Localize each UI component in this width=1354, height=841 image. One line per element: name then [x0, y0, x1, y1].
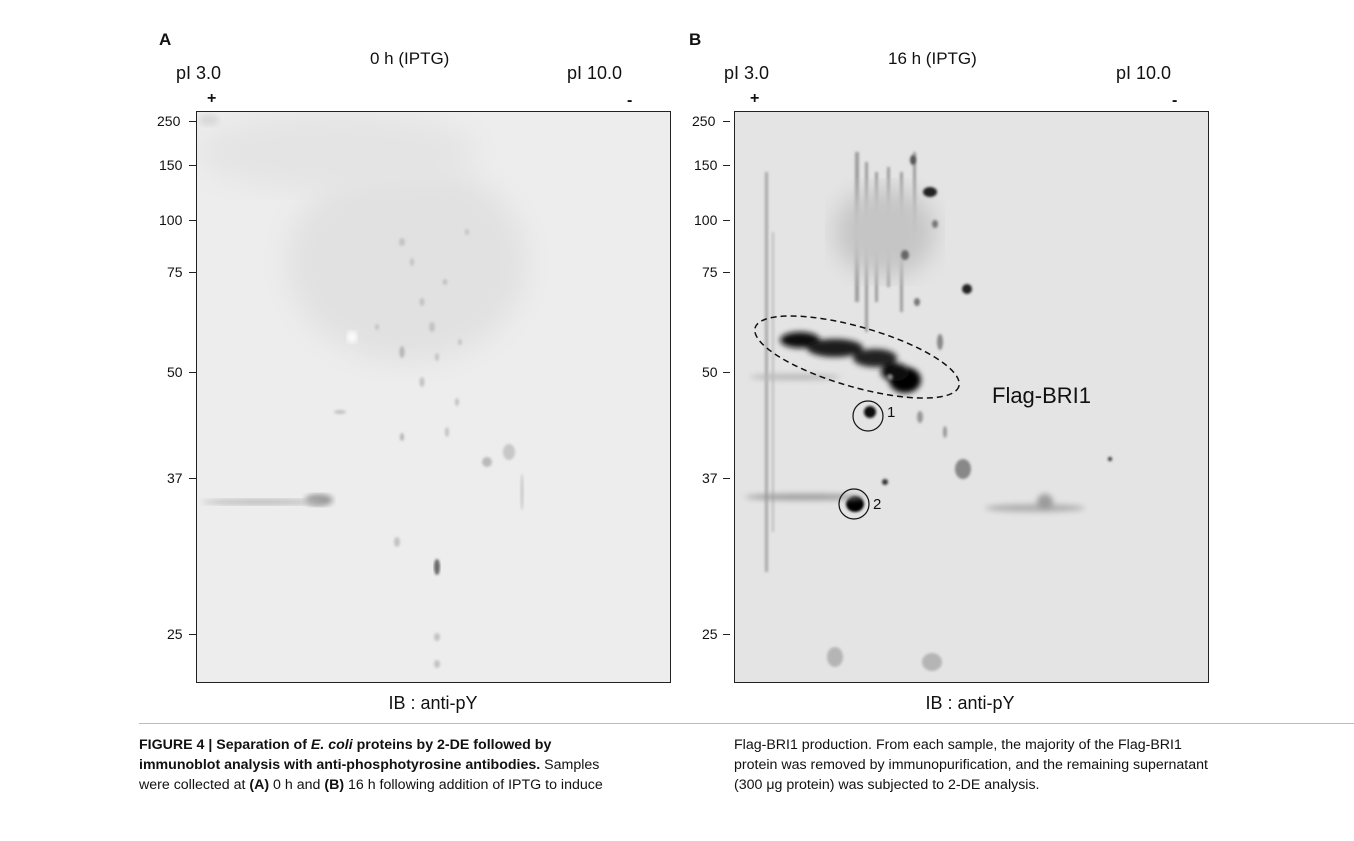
panel-b-ib-label: IB : anti-pY [925, 693, 1015, 713]
panel-b-tick-25 [723, 634, 730, 635]
panel-a-mw-100: 100 [159, 212, 183, 228]
spot-2-circle [838, 488, 870, 520]
caption-right-line-3: (300 μg protein) was subjected to 2-DE a… [734, 777, 1040, 793]
panel-a-tick-250 [189, 121, 196, 122]
panel-a-tick-37 [189, 478, 196, 479]
panel-b-tick-150 [723, 165, 730, 166]
panel-b-tick-50 [723, 372, 730, 373]
caption-right: Flag-BRI1 production. From each sample, … [734, 735, 1344, 795]
panel-a-tick-100 [189, 220, 196, 221]
panel-a-condition: 0 h (IPTG) [370, 49, 450, 68]
panel-a-plus: + [207, 90, 217, 107]
panel-b-letter: B [689, 30, 702, 49]
caption-title-ecoli: E. coli [310, 737, 353, 753]
panel-b-tick-75 [723, 272, 730, 273]
caption-title-c: proteins by 2-DE followed by [352, 737, 552, 753]
panel-b-minus: - [1172, 92, 1178, 109]
caption-left: FIGURE 4 | Separation of E. coli protein… [139, 735, 724, 795]
panel-b-mw-100: 100 [694, 212, 718, 228]
panel-a-tick-50 [189, 372, 196, 373]
panel-a-mw-37: 37 [167, 470, 183, 486]
panel-b-mw-250: 250 [692, 113, 716, 129]
panel-a-ib-label: IB : anti-pY [388, 693, 478, 713]
caption-ref-b: (B) [324, 777, 345, 793]
caption-right-line-2: protein was removed by immunopurificatio… [734, 757, 1208, 773]
panel-a-pi-left: pI 3.0 [176, 63, 222, 83]
caption-text-3: 0 h and [269, 777, 325, 793]
panel-a-mw-250: 250 [157, 113, 181, 129]
panel-a-tick-25 [189, 634, 196, 635]
panel-b-blot-spots [735, 112, 1208, 682]
panel-b-mw-50: 50 [702, 364, 718, 380]
panel-b-mw-150: 150 [694, 157, 718, 173]
spot-2-label: 2 [873, 496, 882, 513]
panel-a-tick-150 [189, 165, 196, 166]
panel-a-blot-image [196, 111, 671, 683]
caption-text-4: 16 h following addition of IPTG to induc… [344, 777, 603, 793]
spot-1-label: 1 [887, 404, 896, 421]
flag-bri1-dashed-outline [754, 315, 960, 399]
panel-a-minus: - [627, 92, 633, 109]
panel-b-mw-75: 75 [702, 264, 718, 280]
caption-divider [139, 723, 1354, 724]
panel-a-mw-75: 75 [167, 264, 183, 280]
panel-b-pi-left: pI 3.0 [724, 63, 770, 83]
panel-a-tick-75 [189, 272, 196, 273]
caption-title-a: FIGURE 4 | Separation of [139, 737, 311, 753]
caption-ref-a: (A) [249, 777, 270, 793]
panel-b-tick-37 [723, 478, 730, 479]
panel-a-mw-25: 25 [167, 626, 183, 642]
caption-text-2: were collected at [139, 777, 250, 793]
caption-right-line-1: Flag-BRI1 production. From each sample, … [734, 737, 1182, 753]
panel-a-mw-50: 50 [167, 364, 183, 380]
panel-a-letter: A [159, 30, 172, 49]
panel-b-tick-250 [723, 121, 730, 122]
panel-b-condition: 16 h (IPTG) [888, 49, 977, 68]
spot-1-circle [852, 400, 884, 432]
panel-b-tick-100 [723, 220, 730, 221]
flag-bri1-label: Flag-BRI1 [992, 383, 1092, 408]
panel-b-blot-image [734, 111, 1209, 683]
caption-text-1: Samples [540, 757, 600, 773]
panel-b-pi-right: pI 10.0 [1116, 63, 1172, 83]
panel-b-mw-25: 25 [702, 626, 718, 642]
caption-title-d: immunoblot analysis with anti-phosphotyr… [139, 757, 541, 773]
panel-a-pi-right: pI 10.0 [567, 63, 623, 83]
panel-b-mw-37: 37 [702, 470, 718, 486]
panel-a-blot-spots [197, 112, 670, 682]
panel-b-plus: + [750, 90, 760, 107]
panel-a-mw-150: 150 [159, 157, 183, 173]
